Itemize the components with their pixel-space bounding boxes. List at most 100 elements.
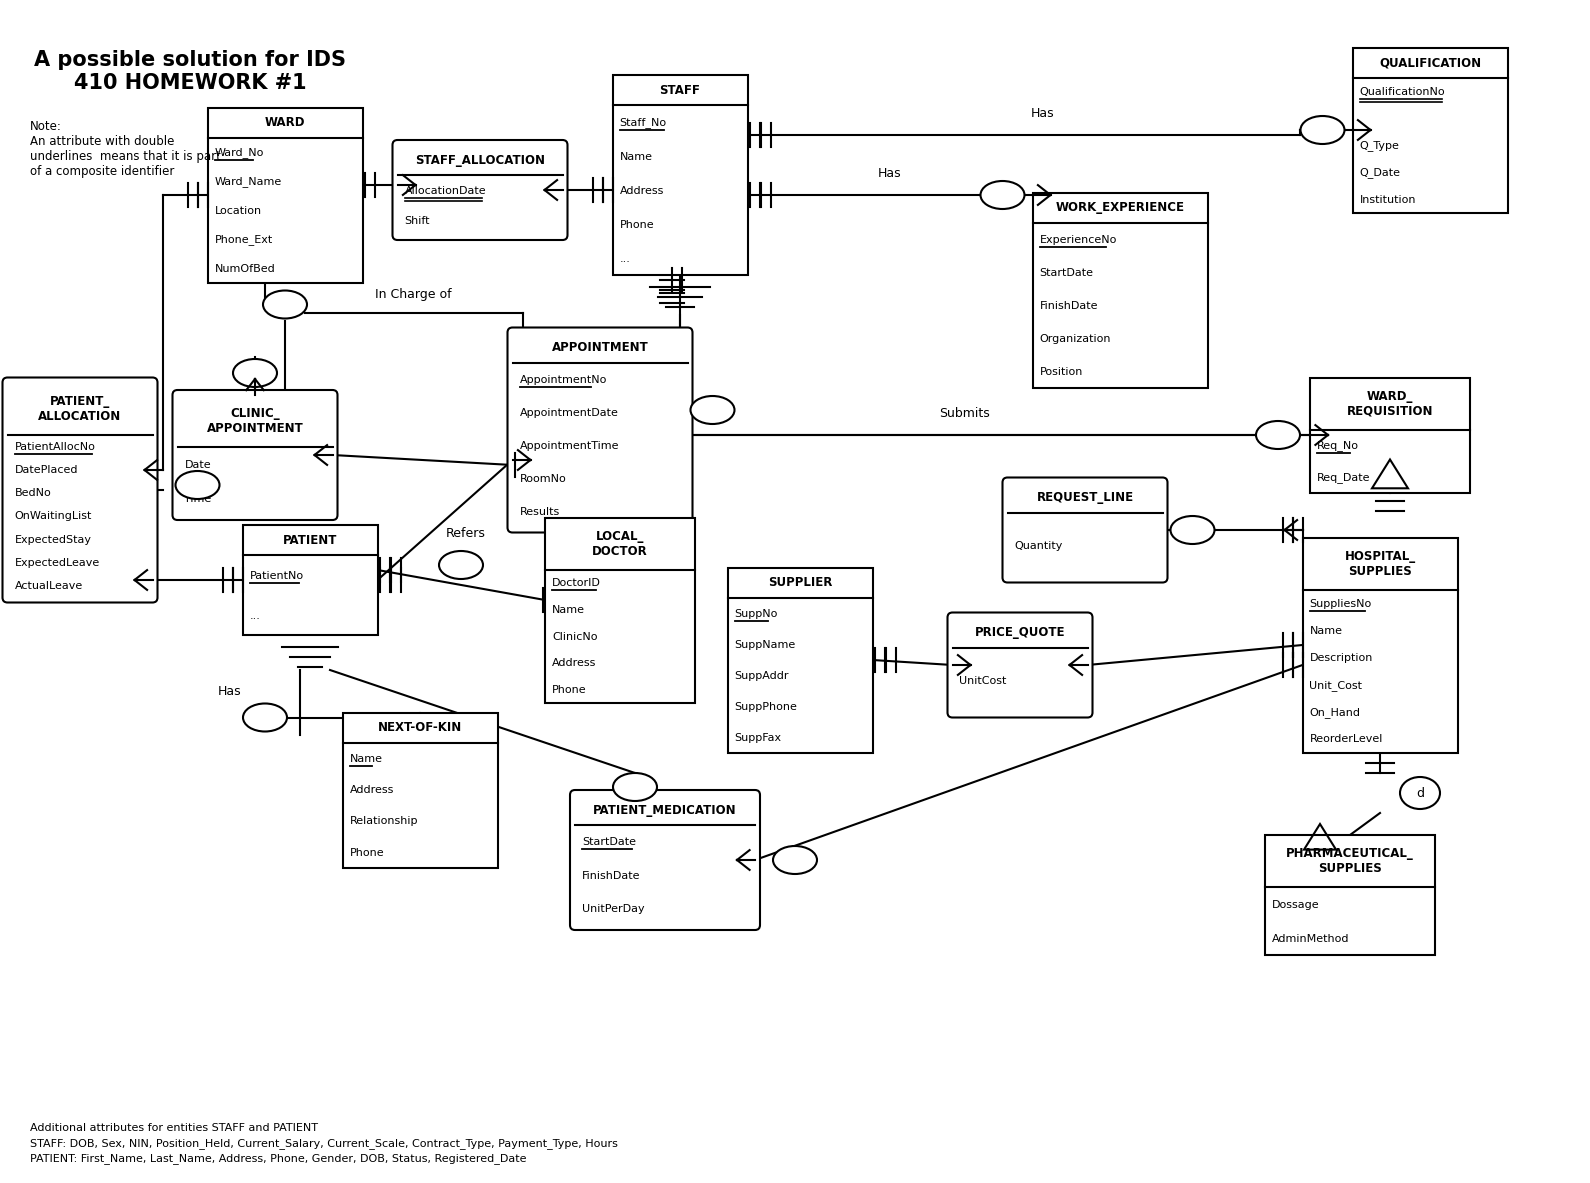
Ellipse shape	[614, 772, 657, 801]
Text: UnitCost: UnitCost	[959, 677, 1006, 686]
Text: OnWaitingList: OnWaitingList	[14, 511, 92, 522]
Text: ...: ...	[250, 610, 261, 621]
Ellipse shape	[234, 358, 277, 387]
Text: Refers: Refers	[447, 526, 487, 539]
Text: Phone: Phone	[552, 685, 587, 694]
Text: Name: Name	[552, 605, 585, 615]
Text: PatientNo: PatientNo	[250, 571, 304, 581]
Text: Name: Name	[1310, 626, 1342, 635]
Ellipse shape	[981, 181, 1024, 209]
Text: Staff_No: Staff_No	[620, 117, 666, 128]
Text: AppointmentDate: AppointmentDate	[520, 408, 619, 418]
Text: WORK_EXPERIENCE: WORK_EXPERIENCE	[1056, 201, 1185, 214]
Text: Date: Date	[184, 460, 211, 470]
Text: Dossage: Dossage	[1272, 900, 1320, 910]
Text: ReorderLevel: ReorderLevel	[1310, 735, 1383, 744]
Ellipse shape	[439, 551, 483, 578]
Text: On_Hand: On_Hand	[1310, 706, 1361, 718]
Ellipse shape	[773, 846, 817, 874]
Bar	[342, 712, 498, 867]
Text: Has: Has	[218, 685, 242, 698]
Text: FinishDate: FinishDate	[1040, 300, 1099, 311]
Text: SuppliesNo: SuppliesNo	[1310, 599, 1372, 608]
Bar	[545, 517, 695, 703]
Text: ActualLeave: ActualLeave	[14, 581, 83, 592]
Bar	[208, 108, 363, 283]
Text: Additional attributes for entities STAFF and PATIENT: Additional attributes for entities STAFF…	[30, 1123, 318, 1133]
Text: Address: Address	[620, 186, 665, 195]
Text: CLINIC_
APPOINTMENT: CLINIC_ APPOINTMENT	[207, 407, 304, 435]
Text: NumOfBed: NumOfBed	[215, 264, 275, 273]
Text: AppointmentTime: AppointmentTime	[520, 440, 619, 451]
FancyBboxPatch shape	[393, 140, 568, 240]
Text: Req_No: Req_No	[1317, 440, 1359, 452]
Text: LOCAL_
DOCTOR: LOCAL_ DOCTOR	[591, 530, 647, 557]
Ellipse shape	[262, 291, 307, 318]
Text: Quantity: Quantity	[1014, 542, 1062, 551]
Ellipse shape	[175, 471, 219, 499]
Text: BedNo: BedNo	[14, 489, 51, 498]
Text: Name: Name	[620, 151, 652, 162]
FancyBboxPatch shape	[507, 328, 693, 532]
Text: QUALIFICATION: QUALIFICATION	[1379, 56, 1480, 69]
Text: ClinicNo: ClinicNo	[552, 632, 598, 641]
Text: Address: Address	[350, 786, 394, 795]
FancyBboxPatch shape	[948, 613, 1092, 718]
Ellipse shape	[1170, 516, 1215, 544]
Text: DatePlaced: DatePlaced	[14, 465, 78, 474]
Text: Relationship: Relationship	[350, 816, 418, 826]
Text: STAFF: STAFF	[660, 84, 701, 97]
Text: In Charge of: In Charge of	[375, 287, 452, 300]
Text: Req_Date: Req_Date	[1317, 472, 1371, 483]
Text: Unit_Cost: Unit_Cost	[1310, 680, 1363, 691]
Text: STAFF_ALLOCATION: STAFF_ALLOCATION	[415, 154, 545, 167]
Text: SuppNo: SuppNo	[735, 608, 778, 619]
FancyBboxPatch shape	[3, 377, 157, 602]
Text: PatientAllocNo: PatientAllocNo	[14, 441, 95, 452]
Text: WARD_
REQUISITION: WARD_ REQUISITION	[1347, 389, 1433, 418]
Ellipse shape	[690, 396, 735, 424]
Text: DoctorID: DoctorID	[552, 578, 601, 588]
Text: UnitPerDay: UnitPerDay	[582, 904, 644, 914]
Text: PATIENT: PATIENT	[283, 534, 337, 547]
Text: ExpectedLeave: ExpectedLeave	[14, 558, 100, 568]
Ellipse shape	[1256, 421, 1301, 450]
Text: Position: Position	[1040, 367, 1083, 376]
Text: Has: Has	[878, 167, 902, 180]
Text: Phone_Ext: Phone_Ext	[215, 234, 273, 245]
Text: Q_Type: Q_Type	[1359, 140, 1399, 151]
Text: SuppAddr: SuppAddr	[735, 671, 789, 680]
Text: HOSPITAL_
SUPPLIES: HOSPITAL_ SUPPLIES	[1345, 549, 1415, 577]
Text: ExperienceNo: ExperienceNo	[1040, 234, 1116, 245]
Text: Phone: Phone	[620, 220, 653, 230]
Text: WARD: WARD	[266, 116, 305, 129]
Text: NEXT-OF-KIN: NEXT-OF-KIN	[378, 720, 463, 733]
Text: Description: Description	[1310, 653, 1372, 662]
Text: Organization: Organization	[1040, 334, 1111, 343]
Text: Shift: Shift	[404, 215, 429, 226]
Text: Address: Address	[552, 658, 596, 668]
Text: ExpectedStay: ExpectedStay	[14, 535, 92, 544]
Text: Note:
An attribute with double
underlines  means that it is part
of a composite : Note: An attribute with double underline…	[30, 119, 221, 177]
FancyBboxPatch shape	[172, 390, 337, 521]
Text: Submits: Submits	[940, 407, 991, 420]
Bar	[1353, 47, 1507, 213]
FancyBboxPatch shape	[1003, 478, 1167, 582]
Bar	[243, 525, 377, 635]
Text: Institution: Institution	[1359, 194, 1417, 205]
Ellipse shape	[243, 704, 288, 731]
Text: PATIENT_MEDICATION: PATIENT_MEDICATION	[593, 803, 736, 816]
Text: SuppName: SuppName	[735, 640, 795, 649]
Text: PATIENT_
ALLOCATION: PATIENT_ ALLOCATION	[38, 394, 121, 422]
Bar	[1310, 377, 1471, 492]
Text: SuppPhone: SuppPhone	[735, 702, 797, 712]
Text: SUPPLIER: SUPPLIER	[768, 576, 832, 589]
Text: StartDate: StartDate	[1040, 267, 1094, 278]
Text: PATIENT: First_Name, Last_Name, Address, Phone, Gender, DOB, Status, Registered_: PATIENT: First_Name, Last_Name, Address,…	[30, 1153, 526, 1164]
Text: PRICE_QUOTE: PRICE_QUOTE	[975, 626, 1065, 639]
Text: PHARMACEUTICAL_
SUPPLIES: PHARMACEUTICAL_ SUPPLIES	[1286, 847, 1414, 875]
Text: Q_Date: Q_Date	[1359, 167, 1401, 177]
Text: Ward_No: Ward_No	[215, 147, 264, 159]
Text: QualificationNo: QualificationNo	[1359, 86, 1445, 97]
Text: Time: Time	[184, 493, 211, 504]
